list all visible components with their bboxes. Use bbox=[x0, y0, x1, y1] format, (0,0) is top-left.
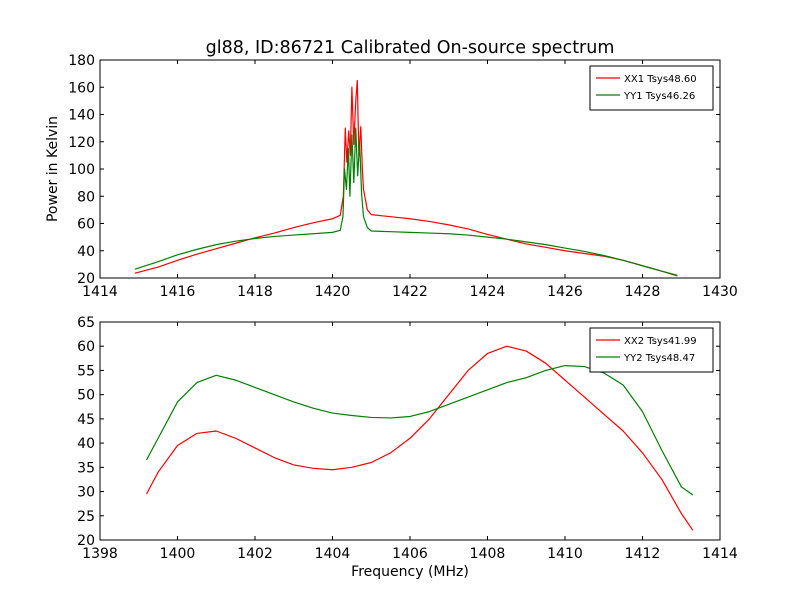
bottom-y-tick-label: 25 bbox=[77, 509, 95, 525]
figure-title: gl88, ID:86721 Calibrated On-source spec… bbox=[206, 38, 615, 58]
top-x-tick-label: 1430 bbox=[702, 284, 738, 300]
bottom-y-tick-label: 55 bbox=[77, 363, 95, 379]
top-x-tick-label: 1428 bbox=[625, 284, 661, 300]
bottom-series-line-1 bbox=[145, 345, 694, 531]
bottom-x-tick-label: 1400 bbox=[160, 546, 196, 562]
top-y-tick-label: 120 bbox=[68, 135, 95, 151]
top-x-tick-label: 1416 bbox=[160, 284, 196, 300]
top-y-tick-label: 180 bbox=[68, 53, 95, 69]
bottom-y-tick-label: 30 bbox=[77, 485, 95, 501]
bottom-plot: 1398 1400 1402 1404 1406 1408 1410 1412 1414 20 25… bbox=[77, 315, 738, 562]
bottom-x-axis-label: Frequency (MHz) bbox=[351, 564, 469, 580]
bottom-y-tick-label: 65 bbox=[77, 315, 95, 331]
top-y-tick-label: 100 bbox=[68, 162, 95, 178]
top-y-tick-label: 40 bbox=[77, 244, 95, 260]
top-x-tick-label: 1426 bbox=[547, 284, 583, 300]
top-x-tick-label: 1422 bbox=[392, 284, 428, 300]
bottom-x-tick-label: 1404 bbox=[315, 546, 351, 562]
bottom-x-tick-label: 1398 bbox=[82, 546, 118, 562]
bottom-y-tick-label: 35 bbox=[77, 460, 95, 476]
top-legend-box bbox=[589, 65, 714, 111]
top-y-tick-label: 80 bbox=[77, 189, 95, 205]
bottom-y-tick-label: 60 bbox=[77, 339, 95, 355]
bottom-x-tick-label: 1414 bbox=[702, 546, 738, 562]
bottom-x-tick-label: 1412 bbox=[625, 546, 661, 562]
bottom-y-tick-label: 50 bbox=[77, 388, 95, 404]
top-y-tick-label: 20 bbox=[77, 271, 95, 287]
top-x-tick-label: 1424 bbox=[470, 284, 506, 300]
bottom-y-tick-label: 40 bbox=[77, 436, 95, 452]
bottom-y-tick-label: 20 bbox=[77, 533, 95, 549]
bottom-x-tick-label: 1402 bbox=[237, 546, 273, 562]
bottom-series-line-2 bbox=[145, 365, 694, 496]
top-legend-label-1: XX1 Tsys48.60 bbox=[624, 74, 697, 85]
top-plot: 1414 1416 1418 1420 1422 1424 1426 1428 1430 20 40… bbox=[68, 53, 738, 300]
bottom-x-tick-label: 1408 bbox=[470, 546, 506, 562]
top-legend-label-2: YY1 Tsys46.26 bbox=[623, 91, 695, 102]
bottom-y-tick-label: 45 bbox=[77, 412, 95, 428]
bottom-legend-label-2: YY2 Tsys48.47 bbox=[623, 353, 695, 364]
bottom-x-tick-label: 1406 bbox=[392, 546, 428, 562]
bottom-legend-label-1: XX2 Tsys41.99 bbox=[624, 336, 697, 347]
top-y-tick-label: 140 bbox=[68, 108, 95, 124]
bottom-x-tick-label: 1410 bbox=[547, 546, 583, 562]
top-y-axis-label: Power in Kelvin bbox=[45, 116, 61, 222]
top-x-tick-label: 1414 bbox=[82, 284, 118, 300]
top-x-tick-label: 1418 bbox=[237, 284, 273, 300]
top-y-tick-label: 60 bbox=[77, 217, 95, 233]
top-y-tick-label: 160 bbox=[68, 80, 95, 96]
top-legend: XX1 Tsys48.60 YY1 Tsys46.26 bbox=[589, 65, 714, 111]
top-x-tick-label: 1420 bbox=[315, 284, 351, 300]
top-series-line-2 bbox=[134, 127, 678, 276]
bottom-legend: XX2 Tsys41.99 YY2 Tsys48.47 bbox=[589, 327, 714, 373]
bottom-legend-box bbox=[589, 327, 714, 373]
